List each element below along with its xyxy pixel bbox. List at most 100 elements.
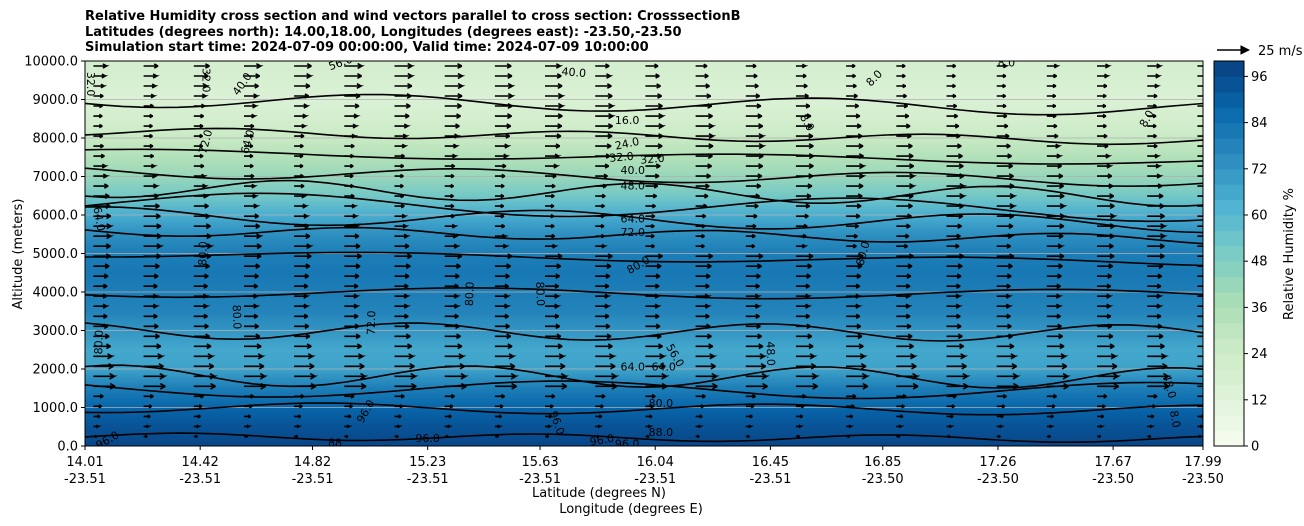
wind-arrow [394,153,405,159]
contour-label: 8.0 [1167,409,1183,428]
wind-arrow [745,263,762,270]
wind-arrow [344,203,359,209]
wind-arrow [93,243,111,250]
wind-arrow [1147,193,1164,200]
wind-arrow [93,343,111,350]
wind-arrow [996,382,1019,390]
y-axis-label: Altitude (meters) [11,199,26,310]
wind-arrow [846,434,851,439]
wind-arrow [143,103,154,109]
wind-arrow [896,263,913,270]
wind-arrow [444,163,456,169]
wind-arrow [1197,275,1203,277]
wind-arrow [1147,163,1163,169]
wind-arrow [1097,382,1120,390]
wind-arrow [193,343,212,350]
contour-label: 48.0 [1160,373,1179,400]
wind-arrow [294,233,311,240]
wind-arrow [846,143,864,150]
wind-arrow [244,424,253,429]
wind-arrow [294,103,311,109]
wind-arrow [846,73,856,79]
wind-arrow [143,223,162,230]
wind-arrow [93,283,108,289]
wind-arrow [695,353,718,360]
wind-arrow [795,353,818,360]
wind-arrow [143,213,161,220]
title-line-3: Simulation start time: 2024-07-09 00:00:… [85,40,649,55]
wind-arrow [695,343,714,350]
wind-arrow [745,393,756,399]
wind-arrow [193,83,211,89]
wind-arrow [193,93,209,99]
wind-arrow [193,393,204,399]
wind-arrow [193,424,203,429]
wind-arrow [193,414,201,419]
wind-arrow [745,63,757,69]
wind-arrow [846,233,858,239]
wind-arrow [846,343,864,350]
x-tick-label-lon: -23.51 [292,472,334,487]
colorbar-tick-label: 12 [1251,393,1268,408]
wind-arrow [946,393,957,399]
wind-arrow [93,223,115,230]
wind-arrow [846,414,854,419]
colorbar-tick-label: 0 [1251,440,1259,455]
wind-arrow [545,213,555,219]
wind-arrow [1046,414,1054,419]
contour-line-80 [85,287,1203,300]
wind-arrow [344,133,359,139]
wind-arrow [545,183,556,189]
wind-arrow [1046,73,1057,79]
wind-arrow [846,333,863,340]
wind-arrow [946,313,961,320]
wind-arrow [1046,253,1065,260]
wind-arrow [1197,195,1203,197]
wind-arrow [595,123,613,130]
wind-arrow [846,213,861,219]
wind-arrow [595,323,611,330]
wind-arrow [896,153,914,160]
wind-arrow [1097,163,1114,169]
wind-arrow [996,283,1011,289]
wind-arrow [795,213,809,219]
wind-arrow [1097,303,1114,309]
wind-arrow [946,163,964,170]
wind-arrow [695,263,712,270]
colorbar-tick-label: 72 [1251,162,1268,177]
wind-arrow [595,183,607,189]
wind-arrow [93,263,110,270]
wind-arrow [394,213,409,219]
wind-arrow [846,113,861,119]
wind-arrow [695,434,700,439]
wind-arrow [494,183,505,189]
wind-arrow [444,424,453,429]
wind-arrow [244,63,264,69]
wind-arrow [394,313,409,320]
wind-arrow [244,193,260,199]
wind-arrow [444,273,460,280]
wind-arrow [795,93,809,99]
wind-arrow [244,293,261,299]
wind-arrow [1197,95,1203,97]
wind-arrow [494,82,516,90]
wind-arrow [645,414,653,419]
wind-arrow [494,323,510,330]
wind-arrow [996,424,1005,429]
wind-arrow [1097,253,1115,260]
wind-arrow [795,143,814,150]
wind-arrow [795,223,808,229]
x-tick-label-lon: -23.51 [519,472,561,487]
wind-arrow [1046,193,1065,200]
wind-arrow [1046,173,1064,180]
wind-arrow [244,123,255,129]
wind-arrow [93,253,111,260]
wind-arrow [695,103,713,109]
wind-arrow [996,243,1011,249]
wind-arrow [1046,133,1059,139]
wind-arrow [645,233,655,239]
wind-arrow [896,283,911,289]
wind-arrow [93,193,110,200]
wind-arrow [545,303,562,309]
wind-arrow [444,263,461,270]
